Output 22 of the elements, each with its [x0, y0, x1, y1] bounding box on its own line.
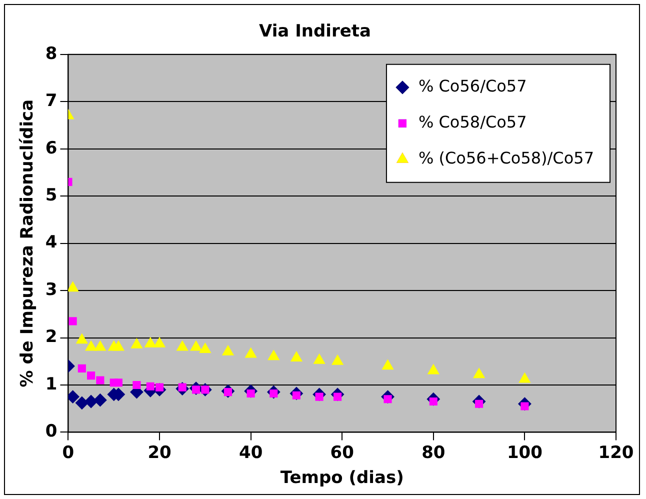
- x-tick-label: 60: [330, 442, 354, 463]
- x-tick-label: 40: [238, 442, 263, 463]
- legend-label: % Co58/Co57: [418, 112, 527, 132]
- y-tick-label: 6: [45, 138, 58, 158]
- x-tick-label: 80: [422, 442, 446, 463]
- y-tick-label: 3: [45, 280, 58, 300]
- y-tick-label: 4: [45, 232, 58, 253]
- x-axis-title: Tempo (dias): [280, 468, 404, 488]
- x-tick-label: 120: [598, 442, 634, 463]
- y-tick-label: 8: [45, 44, 58, 64]
- chart-title: Via Indireta: [258, 22, 372, 42]
- y-tick-label: 0: [45, 422, 58, 442]
- x-tick-label: 100: [506, 442, 543, 463]
- y-tick-label: 2: [45, 327, 58, 348]
- x-tick-label: 0: [62, 442, 74, 463]
- y-tick-label: 1: [45, 374, 58, 394]
- legend-label: % Co56/Co57: [418, 76, 527, 96]
- y-tick-label: 7: [45, 91, 58, 112]
- legend-label: % (Co56+Co58)/Co57: [418, 148, 594, 168]
- y-tick-label: 5: [45, 185, 58, 206]
- x-tick-label: 20: [148, 442, 172, 463]
- y-axis-title: % de Impureza Radionuclídica: [18, 99, 38, 388]
